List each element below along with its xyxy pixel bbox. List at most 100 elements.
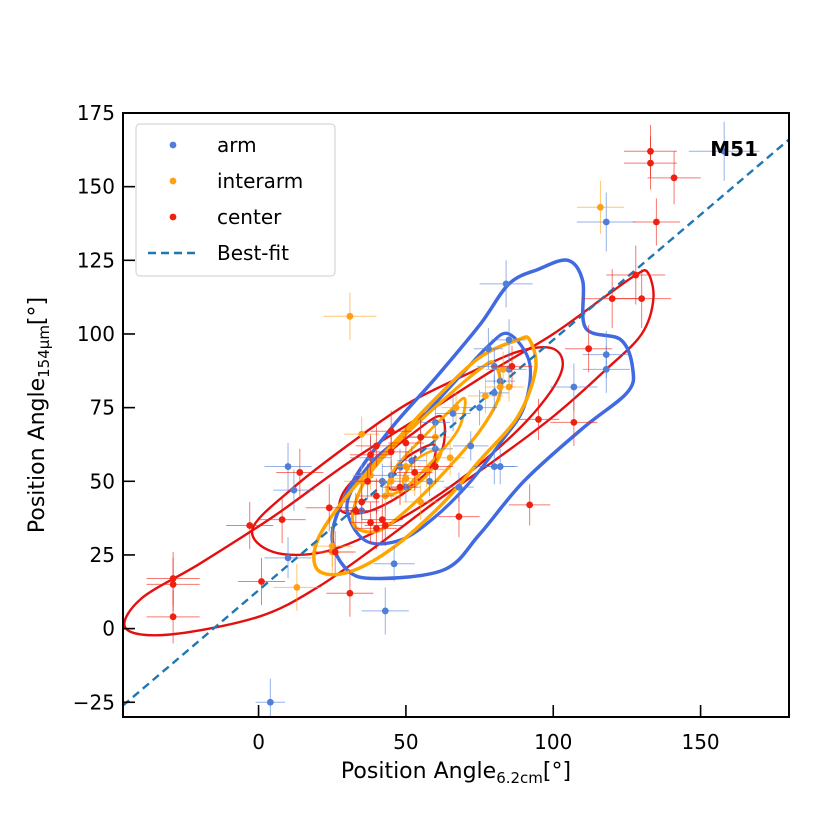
legend-frame xyxy=(135,123,336,277)
y-tick-label: 50 xyxy=(90,469,115,493)
center-point xyxy=(349,463,386,499)
x-axis-label: Position Angle6.2cm[°] xyxy=(341,759,571,787)
interarm-marker xyxy=(423,466,430,473)
center-point xyxy=(373,434,409,470)
center-marker xyxy=(670,174,678,182)
center-marker xyxy=(652,218,660,226)
center-point xyxy=(355,507,398,550)
interarm-marker xyxy=(496,383,504,391)
center-point xyxy=(632,198,680,246)
center-marker xyxy=(258,578,265,585)
center-marker xyxy=(373,525,380,532)
center-point xyxy=(647,151,701,205)
center-point xyxy=(388,425,424,461)
arm-marker xyxy=(381,607,389,615)
interarm-point xyxy=(402,484,439,520)
center-point xyxy=(509,484,551,526)
legend-label-arm: arm xyxy=(217,133,257,157)
y-tick-label: 100 xyxy=(77,322,115,346)
arm-point xyxy=(444,472,474,502)
arm-marker xyxy=(266,698,274,706)
center-marker xyxy=(585,345,593,353)
center-point xyxy=(517,398,560,441)
legend-label-interarm: interarm xyxy=(217,169,303,193)
center-point xyxy=(491,345,533,388)
interarm-marker xyxy=(446,454,454,462)
interarm-point xyxy=(273,563,321,611)
arm-marker xyxy=(476,404,483,412)
center-marker xyxy=(402,439,410,447)
arm-marker xyxy=(720,147,728,155)
center-marker xyxy=(296,469,304,476)
arm-marker xyxy=(455,483,463,491)
center-marker xyxy=(396,483,404,491)
center-point xyxy=(565,325,613,373)
arm-marker xyxy=(390,560,398,568)
arm-marker xyxy=(505,336,513,344)
contour-arm-outer xyxy=(330,258,636,581)
interarm-marker xyxy=(596,203,604,211)
y-tick-label: 25 xyxy=(90,543,115,567)
interarm-marker xyxy=(346,312,354,320)
center-point xyxy=(276,448,324,497)
arm-marker xyxy=(467,442,475,450)
arm-point xyxy=(576,192,636,252)
interarm-point xyxy=(576,180,624,234)
contour-center-mid xyxy=(250,345,564,557)
arm-marker xyxy=(290,486,298,494)
center-point xyxy=(438,496,480,538)
arm-marker xyxy=(449,410,457,417)
center-marker xyxy=(246,522,254,529)
arm-point xyxy=(264,442,312,491)
interarm-point xyxy=(323,292,377,340)
interarm-marker xyxy=(482,392,489,400)
center-point xyxy=(382,469,418,505)
arm-marker xyxy=(284,463,292,470)
center-point xyxy=(326,569,374,617)
best-fit-layer xyxy=(123,138,789,707)
center-point xyxy=(355,425,398,467)
center-marker xyxy=(364,477,371,485)
interarm-point xyxy=(485,372,515,402)
x-axis: 0 50 100 150 xyxy=(252,705,720,754)
center-point xyxy=(364,504,406,547)
interarm-point xyxy=(467,378,504,414)
points xyxy=(146,121,760,717)
arm-point xyxy=(479,375,510,411)
center-point xyxy=(417,448,454,485)
legend-label-best_fit: Best-fit xyxy=(217,241,289,265)
center-point xyxy=(349,434,392,476)
arm-point xyxy=(582,345,630,393)
arm-point xyxy=(473,328,504,370)
y-tick-label: 150 xyxy=(77,175,115,199)
arm-marker xyxy=(485,345,492,353)
center-marker xyxy=(608,295,616,303)
arm-point xyxy=(361,587,409,635)
x-tick-label: 150 xyxy=(681,730,719,754)
interarm-marker xyxy=(358,430,366,438)
center-marker xyxy=(367,519,374,526)
center-point xyxy=(344,484,380,520)
arm-point xyxy=(273,469,315,511)
arm-marker xyxy=(502,280,510,288)
interarm-marker xyxy=(387,477,395,485)
y-tick-label: 175 xyxy=(77,101,115,125)
interarm-marker xyxy=(417,498,425,506)
y-tick-label: 0 xyxy=(102,617,115,641)
legend-entry-arm: arm xyxy=(169,133,257,157)
y-tick-label: 125 xyxy=(77,248,115,272)
center-marker xyxy=(278,516,286,523)
interarm-point xyxy=(311,525,353,567)
legend-entry-center: center xyxy=(169,205,282,229)
arm-marker xyxy=(570,383,578,391)
center-marker xyxy=(632,271,640,279)
center-marker xyxy=(169,581,177,588)
center-point xyxy=(146,590,200,644)
center-point xyxy=(402,419,439,455)
center-point xyxy=(606,245,666,305)
center-marker xyxy=(367,451,374,459)
center-marker xyxy=(169,613,177,621)
legend-label-center: center xyxy=(217,205,282,229)
contour-interarm-mid xyxy=(350,360,503,534)
